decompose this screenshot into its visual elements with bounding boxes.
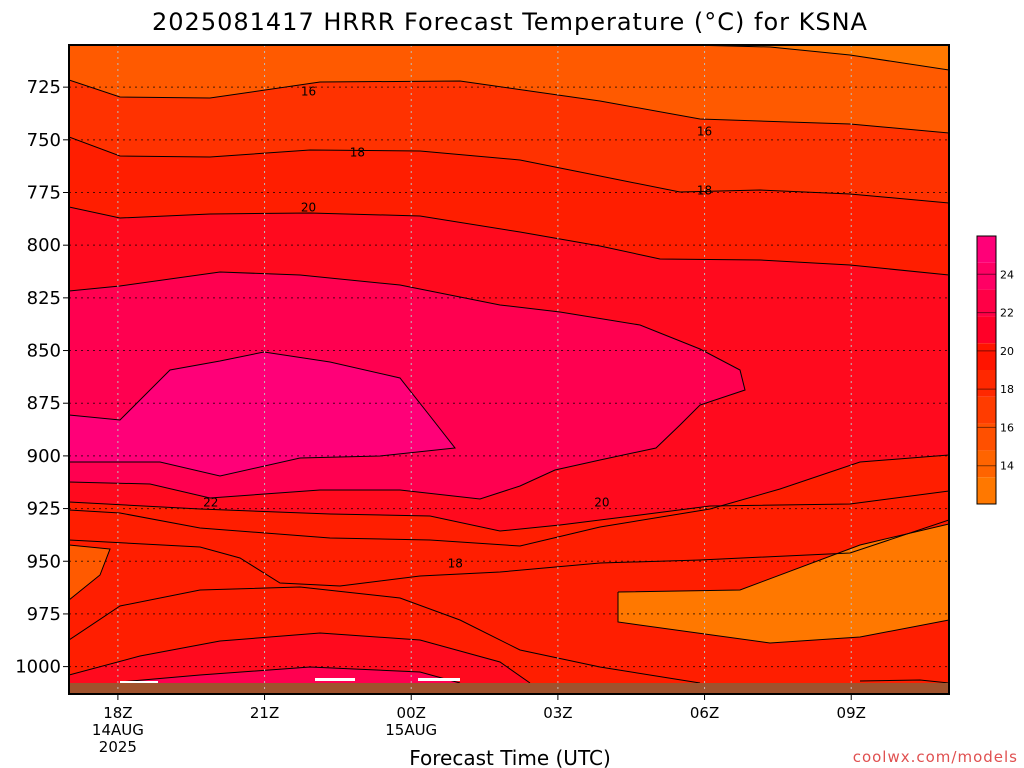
x-tick-label: 18Z: [103, 704, 132, 722]
colorbar-swatch: [977, 316, 996, 344]
band-18-20-lower: [69, 455, 949, 586]
colorbar: 14 16 18 20 22 24: [976, 235, 1014, 505]
colorbar-swatch: [977, 370, 996, 397]
contour-lines: [69, 45, 949, 684]
contour-labels: 16 16 18 18 20 20 22 18: [203, 84, 712, 570]
y-tick-label: 850: [27, 341, 61, 362]
band-22-24-surface: [120, 667, 460, 683]
contour-label: 18: [697, 183, 712, 197]
contour-label: 16: [301, 84, 316, 98]
y-tick-label: 900: [27, 446, 61, 467]
plot-area: 16 16 18 18 20 20 22 18: [68, 44, 950, 695]
band-20-22-surface: [69, 633, 530, 683]
colorbar-swatch: [977, 423, 996, 451]
band-14-16-lower: [618, 524, 949, 643]
x-tick-label: 09Z: [837, 704, 866, 722]
contour-20-surface: [69, 632, 531, 684]
contour-24: [69, 351, 456, 477]
plot-frame: [68, 44, 950, 695]
contour-label: 20: [301, 200, 316, 214]
band-24-plus: [69, 352, 455, 476]
colorbar-swatch: [977, 477, 996, 504]
colorbar-tick-label: 20: [1000, 345, 1014, 358]
y-tick-label: 925: [27, 499, 61, 520]
contour-16-top: [69, 79, 949, 134]
colorbar-tick-label: 24: [1000, 268, 1014, 281]
y-tick-label: 1000: [15, 657, 61, 678]
y-tick-label: 950: [27, 551, 61, 572]
y-tick-label: 875: [27, 393, 61, 414]
y-tick-label: 775: [27, 183, 61, 204]
contour-label: 16: [697, 124, 712, 138]
x-tick-label: 21Z: [250, 704, 279, 722]
x-tick-date: 14AUG: [92, 721, 144, 739]
colorbar-tick-label: 18: [1000, 383, 1014, 396]
band-16-18-lower: [69, 545, 110, 600]
contour-20-top: [69, 206, 949, 276]
y-tick-label: 975: [27, 604, 61, 625]
y-axis: 725 750 775 800 825 850 875 900 925 950 975 1000: [15, 77, 69, 678]
contour-label: 18: [350, 145, 365, 159]
colorbar-swatch: [977, 236, 996, 263]
contour-label: 20: [594, 495, 609, 509]
chart-title: 2025081417 HRRR Forecast Temperature (°C…: [152, 8, 868, 36]
contour-18-top: [69, 136, 949, 204]
contour-18-surface-right: [859, 679, 949, 684]
x-axis-label: Forecast Time (UTC): [409, 746, 611, 768]
contour-16-right-b: [617, 592, 949, 644]
contour-22-upper: [69, 271, 746, 500]
contour-20-lower: [69, 490, 949, 532]
x-tick-year: 2025: [99, 738, 137, 756]
contour-label: 22: [203, 495, 218, 509]
contour-18-surface: [69, 586, 701, 684]
colorbar-swatch: [977, 343, 996, 370]
x-tick-label: 06Z: [690, 704, 719, 722]
grid-lines: [69, 45, 949, 694]
colorbar-tick-label: 22: [1000, 307, 1014, 320]
credit-text: coolwx.com/models: [853, 748, 1018, 766]
ground: [69, 683, 949, 694]
contour-16-left: [69, 544, 111, 601]
colorbar-tick-label: 16: [1000, 421, 1014, 434]
y-tick-label: 800: [27, 235, 61, 256]
colorbar-swatch: [977, 396, 996, 424]
band-16-18-top: [69, 45, 949, 133]
y-tick-label: 825: [27, 288, 61, 309]
y-tick-label: 750: [27, 130, 61, 151]
x-tick-date: 15AUG: [385, 721, 437, 739]
colorbar-tick-label: 14: [1000, 460, 1014, 473]
colorbar-swatch: [977, 262, 996, 290]
contour-16-right: [617, 523, 949, 593]
contour-18-lower: [69, 454, 949, 547]
colorbar-frame: [976, 235, 997, 505]
band-14-16-top: [69, 45, 949, 70]
surface-markers: [120, 678, 460, 683]
y-tick-label: 725: [27, 77, 61, 98]
colorbar-swatch: [977, 289, 996, 317]
x-tick-label: 03Z: [543, 704, 572, 722]
colorbar-swatch: [977, 450, 996, 478]
contour-label: 18: [448, 556, 463, 570]
x-tick-label: 00Z: [397, 704, 426, 722]
contour-18-mid: [69, 519, 949, 587]
